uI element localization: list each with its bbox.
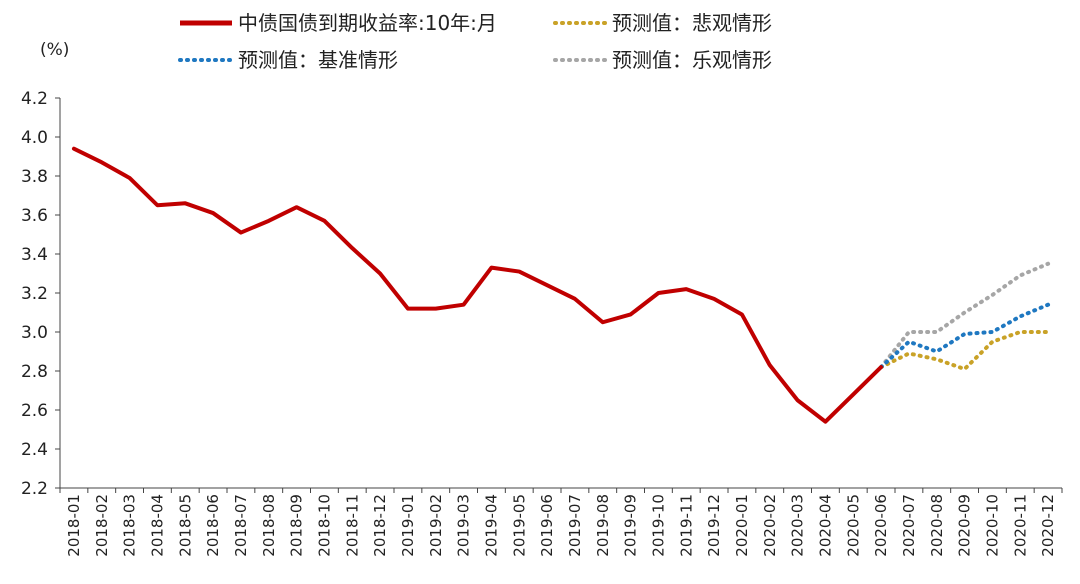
x-tick-label: 2019-11 — [677, 494, 695, 557]
x-tick-label: 2020-10 — [983, 494, 1001, 557]
legend-label-pessimistic: 预测值：悲观情形 — [612, 11, 772, 35]
x-tick-label: 2020-02 — [761, 494, 779, 557]
x-tick-label: 2019-02 — [427, 494, 445, 557]
y-axis-ticks: 2.2 2.4 2.6 2.8 3.0 3.2 3.4 3.6 3.8 4.0 4.2 — [21, 89, 60, 499]
x-tick-label: 2019-04 — [482, 494, 500, 557]
legend-label-optimistic: 预测值：乐观情形 — [612, 48, 772, 72]
x-tick-label: 2020-08 — [928, 494, 946, 557]
legend-label-baseline: 预测值：基准情形 — [238, 48, 398, 72]
x-tick-label: 2018-02 — [93, 494, 111, 557]
x-axis-ticks: 2018-01 2018-02 2018-03 2018-04 2018-05 2018-… — [59, 488, 1063, 557]
x-tick-label: 2019-01 — [399, 494, 417, 557]
x-tick-label: 2019-07 — [566, 494, 584, 557]
x-tick-label: 2018-08 — [260, 494, 278, 557]
series-layer — [71, 146, 1051, 424]
x-tick-label: 2020-06 — [872, 494, 890, 557]
x-tick-label: 2018-11 — [343, 494, 361, 557]
x-tick-label: 2018-05 — [176, 494, 194, 557]
series-line-forecast-1 — [879, 330, 1051, 372]
x-tick-label: 2020-01 — [733, 494, 751, 557]
x-tick-label: 2019-06 — [538, 494, 556, 557]
x-tick-label: 2018-04 — [148, 494, 166, 557]
x-tick-label: 2018-03 — [121, 494, 139, 557]
x-tick-label: 2020-11 — [1011, 494, 1029, 557]
x-tick-label: 2018-09 — [288, 494, 306, 557]
x-tick-label: 2020-03 — [789, 494, 807, 557]
x-tick-label: 2020-04 — [816, 494, 834, 557]
y-tick-label: 3.2 — [21, 284, 48, 304]
y-tick-label: 4.2 — [21, 89, 48, 109]
y-tick-label: 3.4 — [21, 245, 48, 265]
x-tick-label: 2018-12 — [371, 494, 389, 557]
x-tick-label: 2018-01 — [65, 494, 83, 557]
x-tick-label: 2018-06 — [204, 494, 222, 557]
y-tick-label: 3.0 — [21, 323, 48, 343]
x-tick-label: 2019-03 — [455, 494, 473, 557]
x-tick-label: 2019-08 — [594, 494, 612, 557]
x-tick-label: 2020-05 — [844, 494, 862, 557]
x-tick-label: 2018-07 — [232, 494, 250, 557]
y-tick-label: 4.0 — [21, 128, 48, 148]
y-tick-label: 2.4 — [21, 440, 48, 460]
x-tick-label: 2019-12 — [705, 494, 723, 557]
y-tick-label: 2.8 — [21, 362, 48, 382]
series-line-forecast-3 — [879, 261, 1051, 370]
y-axis-unit-label: (%) — [40, 40, 69, 60]
x-tick-label: 2019-05 — [510, 494, 528, 557]
x-tick-label: 2019-10 — [649, 494, 667, 557]
x-tick-label: 2019-09 — [622, 494, 640, 557]
x-tick-label: 2020-09 — [956, 494, 974, 557]
x-tick-label: 2018-10 — [315, 494, 333, 557]
y-tick-label: 2.2 — [21, 479, 48, 499]
series-line-forecast-2 — [879, 302, 1051, 370]
y-tick-label: 2.6 — [21, 401, 48, 421]
legend-label-actual-yield: 中债国债到期收益率:10年:月 — [238, 11, 497, 35]
y-tick-label: 3.8 — [21, 167, 48, 187]
y-tick-label: 3.6 — [21, 206, 48, 226]
legend: 中债国债到期收益率:10年:月 预测值：悲观情形 预测值：基准情形 预测值：乐观… — [178, 11, 772, 72]
x-tick-label: 2020-07 — [900, 494, 918, 557]
series-line-actual-yield — [71, 146, 884, 424]
x-tick-label: 2020-12 — [1039, 494, 1057, 557]
